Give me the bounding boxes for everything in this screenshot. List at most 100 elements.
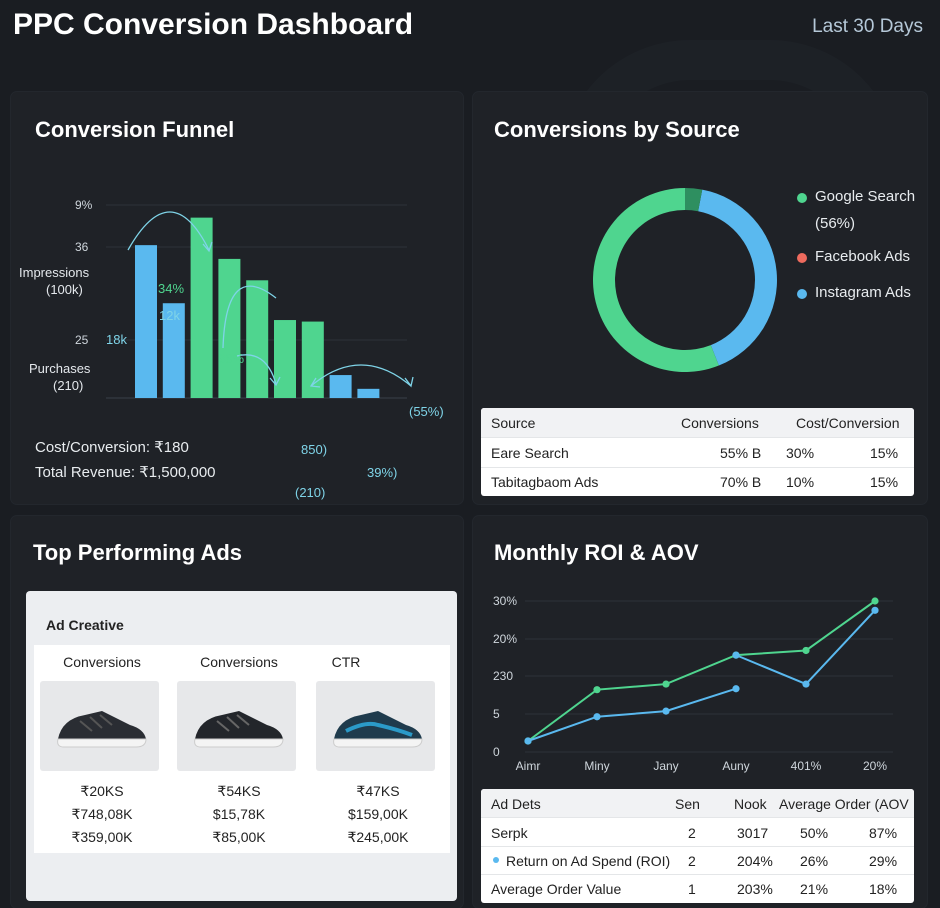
y-tick-label: 230 xyxy=(493,669,513,683)
funnel-bar[interactable] xyxy=(246,280,269,398)
legend: Google Search (56%) Facebook Ads Instagr… xyxy=(795,188,915,311)
table-cell: 10% xyxy=(786,474,815,490)
funnel-bar[interactable] xyxy=(162,303,185,398)
y-tick-label: 5 xyxy=(493,707,500,721)
y-ticks: 30% 20% 230 5 0 xyxy=(493,594,517,759)
data-point[interactable] xyxy=(662,707,670,715)
ad-column[interactable]: Conversions ₹54KS $15,78K ₹85,00K xyxy=(177,645,301,853)
table-header: Source Conversions Cost/Conversion xyxy=(481,408,914,438)
total-revenue: Total Revenue: ₹1,500,000 xyxy=(35,464,216,481)
page-title: PPC Conversion Dashboard xyxy=(13,8,414,41)
legend-item: Facebook Ads xyxy=(795,248,910,284)
donut-slice[interactable] xyxy=(698,189,777,366)
table-row[interactable]: Eare Search 55% B 30% 15% xyxy=(481,438,914,468)
legend-label: Facebook Ads xyxy=(815,248,911,265)
data-point[interactable] xyxy=(662,680,670,688)
column-header: Cost/Conversion xyxy=(796,415,900,431)
legend-dot xyxy=(797,253,807,263)
ad-metric: $15,78K xyxy=(212,806,266,822)
table-cell: 87% xyxy=(869,825,898,841)
data-point[interactable] xyxy=(802,680,810,688)
data-point[interactable] xyxy=(871,597,879,605)
funnel-bar[interactable] xyxy=(218,258,241,398)
y-tick-label: 20% xyxy=(493,632,517,646)
shoe-icon xyxy=(57,711,147,748)
x-tick-label: Jany xyxy=(653,759,678,773)
data-point[interactable] xyxy=(593,686,601,694)
funnel-bar[interactable] xyxy=(329,375,352,398)
data-point[interactable] xyxy=(524,737,532,745)
table-cell: 2 xyxy=(688,853,696,869)
table-row[interactable]: Serpk 2 3017 50% 87% xyxy=(481,818,914,847)
roi-table: Ad Dets Sen Nook Average Order (AOV Serp… xyxy=(481,789,914,903)
panel-title: Conversions by Source xyxy=(494,117,740,142)
shoe-icon xyxy=(333,711,423,748)
funnel-bar[interactable] xyxy=(274,320,296,398)
column-header: Conversions xyxy=(63,654,141,670)
y-tick-label: 0 xyxy=(493,745,500,759)
roi-line-chart: 30% 20% 230 5 0 Aimr Miny Jany Auny 401% 20% xyxy=(493,594,893,773)
source-table: Source Conversions Cost/Conversion Eare … xyxy=(481,408,914,496)
column-header: CTR xyxy=(331,654,361,670)
annotation: 18k xyxy=(106,332,127,347)
panel-title: Conversion Funnel xyxy=(35,117,235,142)
table-cell: 204% xyxy=(737,853,773,869)
ad-column[interactable]: Conversions ₹20KS ₹748,08K ₹359,00K xyxy=(40,645,164,853)
funnel-bar[interactable] xyxy=(357,388,380,398)
funnel-bar[interactable] xyxy=(301,321,324,398)
funnel-arrow-head xyxy=(309,377,321,388)
ad-column[interactable]: CTR ₹47KS $159,00K ₹245,00K xyxy=(316,645,440,853)
table-row[interactable]: Return on Ad Spend (ROI) 2 204% 26% 29% xyxy=(481,846,914,875)
legend-label: Google Search xyxy=(815,188,916,205)
funnel-bar[interactable] xyxy=(135,245,157,398)
ad-image[interactable] xyxy=(316,681,435,771)
data-point[interactable] xyxy=(593,713,601,721)
ad-image[interactable] xyxy=(177,681,296,771)
table-row[interactable]: Tabitagbaom Ads 70% B 10% 15% xyxy=(481,467,914,496)
table-cell: 15% xyxy=(870,474,899,490)
y-tick-label: 30% xyxy=(493,594,517,608)
annotation: 38% xyxy=(218,351,244,366)
data-point[interactable] xyxy=(732,685,740,693)
ad-metric: ₹748,08K xyxy=(71,806,133,822)
data-point[interactable] xyxy=(732,651,740,659)
donut-slices xyxy=(593,188,777,372)
ad-image[interactable] xyxy=(40,681,159,771)
data-point[interactable] xyxy=(802,646,810,655)
card-title: Ad Creative xyxy=(46,617,124,633)
x-tick-label: 20% xyxy=(863,759,887,773)
x-ticks: Aimr Miny Jany Auny 401% 20% xyxy=(516,759,888,773)
y-tick-label: 9% xyxy=(75,198,93,212)
bars xyxy=(135,217,380,398)
table-cell: Serpk xyxy=(491,825,528,841)
table-cell: 70% B xyxy=(720,474,762,490)
table-row[interactable]: Average Order Value 1 203% 21% 18% xyxy=(481,874,914,902)
donut-slice[interactable] xyxy=(593,188,719,372)
y-tick-label: 36 xyxy=(75,240,89,254)
table-cell: 29% xyxy=(869,853,898,869)
conversion-funnel-panel: Conversion Funnel 9% 36 25 Impressions (… xyxy=(11,92,463,504)
annotation: 12k xyxy=(159,308,180,323)
funnel-bar[interactable] xyxy=(190,217,213,398)
legend-dot xyxy=(797,289,807,299)
x-tick-label: 401% xyxy=(791,759,822,773)
ad-metric: $159,00K xyxy=(348,806,408,822)
funnel-arrow xyxy=(310,364,412,387)
funnel-arrow xyxy=(127,211,210,251)
date-range-selector[interactable]: Last 30 Days xyxy=(812,16,923,37)
column-header: Average Order (AOV xyxy=(779,796,909,812)
impressions-label: Impressions xyxy=(19,265,90,280)
table-header: Ad Dets Sen Nook Average Order (AOV xyxy=(481,789,914,818)
ad-grid: Conversions ₹20KS ₹748,08K ₹359,00K Conv… xyxy=(34,645,450,853)
table-cell: Average Order Value xyxy=(491,881,622,897)
row-dot xyxy=(493,857,499,863)
legend-label: Instagram Ads xyxy=(815,284,911,301)
funnel-arrow-head xyxy=(202,241,213,253)
purchases-value: (210) xyxy=(53,378,83,393)
donut-slice[interactable] xyxy=(685,188,703,212)
table-cell: 3017 xyxy=(737,825,769,841)
data-point[interactable] xyxy=(871,606,879,614)
annotation: 39%) xyxy=(367,465,397,480)
ad-metric: ₹47KS xyxy=(356,783,400,799)
funnel-arrow xyxy=(236,354,277,385)
